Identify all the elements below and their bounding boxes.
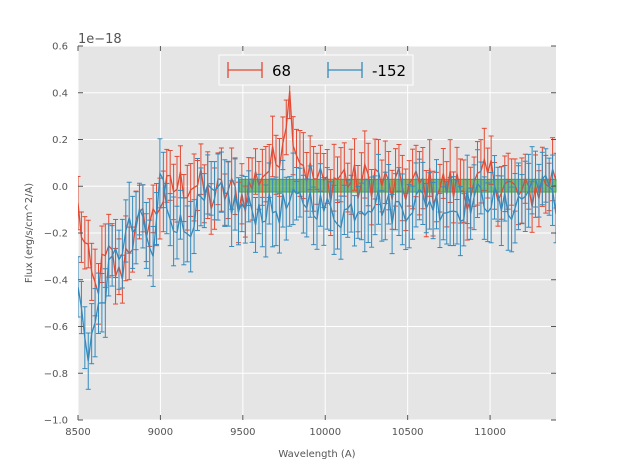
series--152	[78, 138, 556, 390]
legend-box	[218, 54, 414, 86]
legend-label-68: 68	[272, 62, 291, 80]
y-tick-label-6: 0.2	[52, 135, 68, 146]
x-tick-labels: 8500 9000 9500 10000 10500 11000	[65, 427, 506, 438]
line-68	[78, 91, 556, 295]
legend-marker--152	[327, 62, 363, 78]
y-tick-label-2: −0.6	[44, 322, 68, 333]
y-tick-labels: −1.0 −0.8 −0.6 −0.4 −0.2 0.0 0.2 0.4 0.6	[44, 42, 68, 427]
y-tick-label-8: 0.6	[52, 42, 68, 53]
x-tick-label-0: 8500	[65, 427, 90, 438]
x-tick-label-2: 9500	[230, 427, 255, 438]
y-tick-label-0: −1.0	[44, 416, 68, 427]
x-tick-label-4: 10500	[392, 427, 424, 438]
legend: 68 -152	[218, 54, 414, 86]
y-axis-label: Flux (erg/s/cm^2/A)	[24, 183, 35, 283]
x-tick-label-1: 9000	[148, 427, 173, 438]
axis-ticks	[77, 45, 556, 421]
y-offset-text: 1e−18	[78, 32, 122, 47]
line--152	[78, 170, 556, 362]
y-tick-label-3: −0.4	[44, 275, 68, 286]
legend-marker-68	[227, 62, 263, 78]
y-tick-label-7: 0.4	[52, 88, 68, 99]
y-tick-label-1: −0.8	[44, 369, 68, 380]
y-tick-label-5: 0.0	[52, 182, 68, 193]
x-tick-label-5: 11000	[474, 427, 506, 438]
x-axis-label: Wavelength (A)	[278, 449, 355, 460]
series-layer	[78, 63, 556, 390]
legend-label--152: -152	[372, 62, 406, 80]
y-tick-label-4: −0.2	[44, 229, 68, 240]
x-tick-label-3: 10000	[309, 427, 341, 438]
